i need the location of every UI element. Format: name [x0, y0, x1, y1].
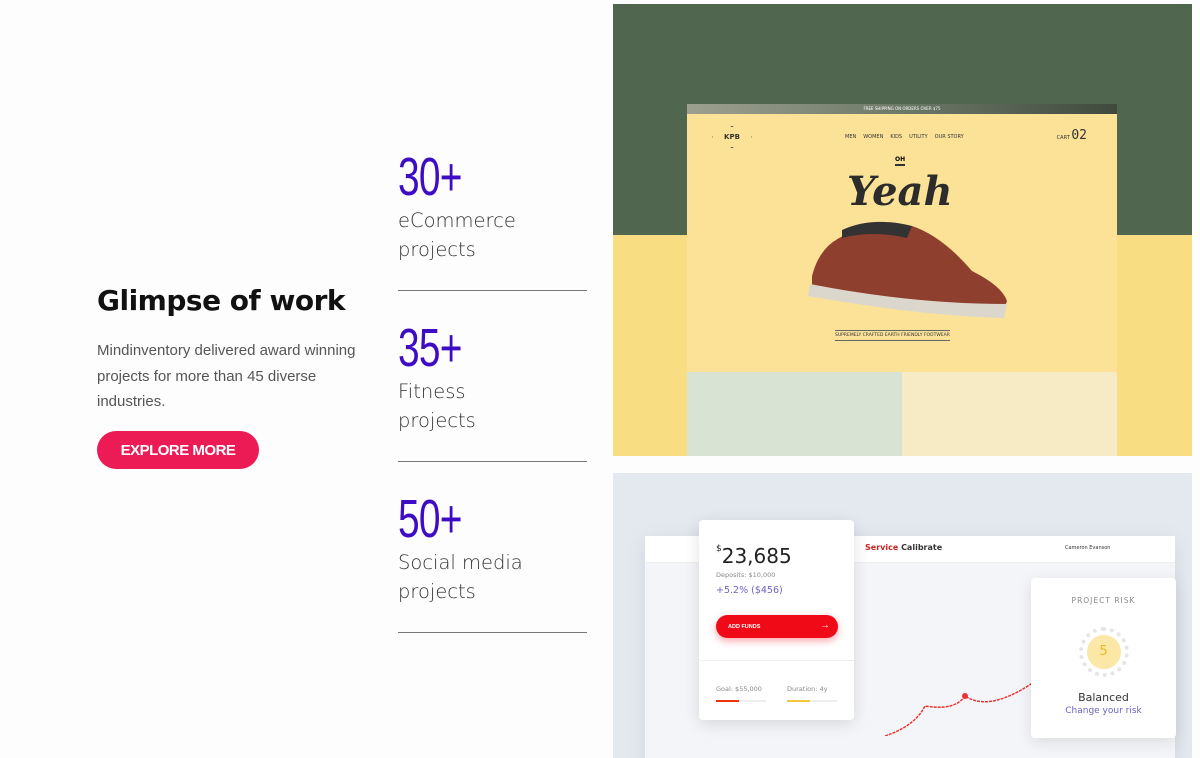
lifestyle-panel	[902, 372, 1117, 456]
stat-label: Social media projects	[398, 551, 523, 603]
section-description: Mindinventory delivered award winning pr…	[97, 342, 356, 410]
explore-more-button[interactable]: EXPLORE MORE	[97, 431, 259, 469]
stat-ecommerce: 30+ eCommerce projects	[398, 147, 587, 291]
duration: Duration: 4y	[787, 685, 828, 693]
kpb-logo: KPB	[712, 126, 752, 148]
headline: Yeah	[847, 168, 953, 215]
divider	[398, 461, 587, 462]
brand-logo: Service Calibrate	[865, 543, 943, 552]
stat-social-media: 50+ Social media projects	[398, 489, 587, 633]
balance-line-chart	[885, 665, 1055, 736]
shoe-image	[808, 221, 1007, 318]
divider	[398, 632, 587, 633]
finance-dashboard-screenshot: Service Calibrate Cameron Evanson $23,68…	[613, 473, 1192, 758]
arrow-right-icon: →	[820, 620, 830, 631]
stat-fitness: 35+ Fitness projects	[398, 318, 587, 462]
stat-label: Fitness projects	[398, 380, 476, 432]
stat-label: eCommerce projects	[398, 209, 516, 261]
change: +5.2% ($456)	[716, 585, 783, 596]
section-title: Glimpse of work	[97, 284, 346, 317]
tagline: SUPREMELY CRAFTED EARTH FRIENDLY FOOTWEA…	[835, 330, 950, 341]
stat-value: 50+	[398, 489, 463, 549]
duration-progress	[787, 700, 837, 702]
balance-amount: $23,685	[716, 544, 792, 568]
risk-gauge: 5	[1078, 627, 1129, 677]
lifestyle-panel	[687, 372, 902, 456]
cart: CART 02	[1056, 128, 1087, 143]
site-nav: MEN WOMEN KIDS UTILITY OUR STORY	[845, 134, 964, 140]
goal-progress	[716, 700, 766, 702]
project-risk-card: PROJECT RISK 5 Balanced Change your risk	[1031, 578, 1176, 738]
stat-value: 30+	[398, 147, 463, 207]
promo-strip: FREE SHIPPING ON ORDERS OVER $75	[687, 104, 1117, 114]
stat-value: 35+	[398, 318, 463, 378]
deposits: Deposits: $10,000	[716, 571, 776, 579]
ecommerce-project-screenshot: FREE SHIPPING ON ORDERS OVER $75 KPB MEN…	[613, 4, 1192, 456]
shoe-site-mockup: FREE SHIPPING ON ORDERS OVER $75 KPB MEN…	[687, 104, 1117, 456]
user-name: Cameron Evanson	[1065, 545, 1111, 551]
add-funds-button[interactable]: ADD FUNDS →	[716, 615, 838, 638]
oh-text: OH	[895, 156, 906, 166]
balance-card: $23,685 Deposits: $10,000 +5.2% ($456) A…	[699, 520, 854, 720]
change-risk-link[interactable]: Change your risk	[1065, 706, 1142, 716]
risk-label: Balanced	[1078, 691, 1129, 704]
divider	[398, 290, 587, 291]
risk-title: PROJECT RISK	[1071, 596, 1136, 605]
goal: Goal: $55,000	[716, 685, 762, 693]
